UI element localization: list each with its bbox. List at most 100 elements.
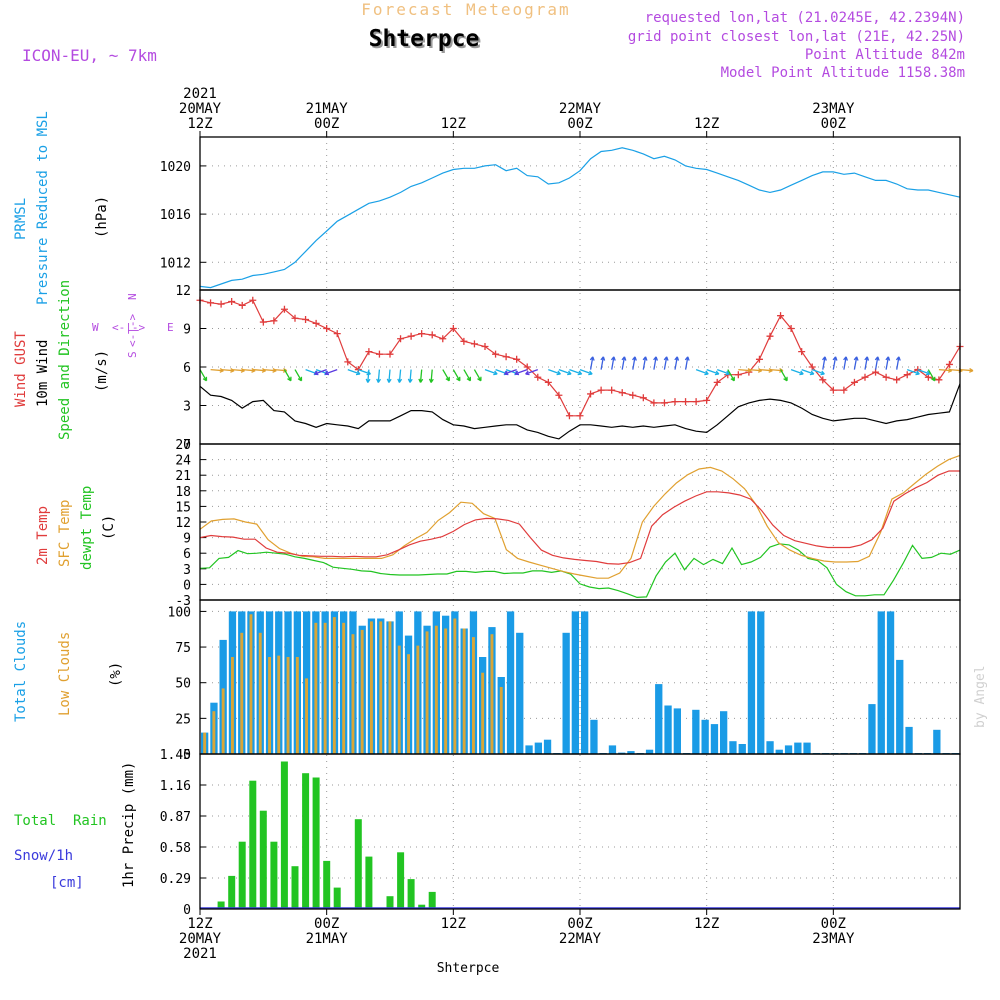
- low-cloud-bar: [323, 622, 327, 754]
- low-cloud-bar: [481, 672, 485, 754]
- pressure-ytick-label: 1016: [160, 208, 191, 223]
- top-time-label: 12Z: [441, 116, 466, 132]
- wind-gust-marker: [439, 335, 447, 343]
- rain-bar: [228, 875, 236, 909]
- wind-arrow: [906, 368, 920, 376]
- wind-arrow: [324, 368, 338, 376]
- total-cloud-bar: [562, 632, 570, 754]
- precip-labels: Total Rain Snow/1h [cm] 1hr Precip (mm): [14, 762, 137, 891]
- wind-gust-marker: [893, 376, 901, 384]
- low-cloud-bar: [332, 617, 336, 754]
- wind-arrows: [199, 356, 974, 383]
- wind-arrow: [832, 356, 838, 370]
- wind-gust-marker: [397, 335, 405, 343]
- wind-gust-marker: [671, 398, 679, 406]
- wind-ytick-label: 6: [183, 361, 191, 376]
- wind-gust-marker: [544, 378, 552, 386]
- total-cloud-bar: [784, 745, 793, 754]
- pressure-panel-frame: [199, 136, 961, 291]
- rain-bar: [407, 879, 415, 909]
- label-speed-direction: Speed and Direction: [57, 280, 73, 440]
- top-time-label: 12Z: [187, 116, 212, 132]
- total-cloud-bar: [645, 749, 654, 754]
- wind-gust-marker: [819, 376, 827, 384]
- low-cloud-bar: [462, 628, 466, 754]
- temp-ytick-label: 9: [183, 532, 191, 547]
- wind-gust-marker: [618, 389, 626, 397]
- total-cloud-bar: [886, 611, 895, 754]
- bottom-time-label: 20MAY: [179, 931, 222, 947]
- rain-bar: [270, 841, 278, 909]
- location-title: Shterpce: [369, 26, 480, 52]
- temp-ytick-label: 6: [183, 547, 191, 562]
- wind-gust-marker: [365, 348, 373, 356]
- total-cloud-bar: [905, 726, 913, 754]
- label-sfc-temp: SFC Temp: [57, 500, 73, 567]
- wind-arrow: [706, 368, 720, 376]
- cloud-ytick-label: 25: [175, 712, 191, 727]
- wind-gust-marker: [323, 325, 331, 332]
- rain-bars: [217, 761, 436, 909]
- low-cloud-bar: [277, 655, 281, 754]
- wind-gust-marker: [692, 398, 700, 406]
- wind-arrow: [864, 356, 870, 370]
- wind-gust-marker: [333, 330, 341, 338]
- cloud-bars: [201, 611, 959, 754]
- low-cloud-bar: [249, 614, 253, 754]
- wind-arrow: [959, 367, 974, 373]
- wind-gust-marker: [872, 368, 880, 376]
- dewpt-temp-line: [199, 543, 961, 599]
- wind-gust-marker: [903, 371, 911, 379]
- wind-gust-marker: [407, 332, 415, 340]
- total-cloud-bar: [516, 632, 524, 754]
- top-time-label: 12Z: [694, 116, 719, 132]
- wind-gust-marker: [629, 391, 637, 399]
- wind-ytick-label: 9: [183, 323, 191, 338]
- temp-labels: 2m Temp SFC Temp dewpt Temp (C): [35, 486, 117, 570]
- wind-labels: Wind GUST 10m Wind Speed and Direction (…: [13, 280, 110, 440]
- wind-arrow: [376, 369, 382, 383]
- cloud-ytick-label: 50: [175, 677, 191, 692]
- label-1hr-precip: 1hr Precip (mm): [121, 762, 137, 888]
- location-shadow: Shterpce: [371, 28, 482, 54]
- wind-gust-marker: [829, 386, 837, 394]
- low-cloud-bar: [240, 632, 244, 754]
- top-time-label: 21MAY: [306, 101, 349, 117]
- wind-gust-marker: [492, 350, 500, 358]
- total-cloud-bar: [794, 742, 802, 754]
- total-cloud-bar: [618, 752, 626, 754]
- low-cloud-bar: [444, 628, 448, 754]
- point-altitude: Point Altitude 842m: [805, 47, 965, 63]
- total-cloud-bar: [747, 611, 756, 754]
- wind-ytick-label: 3: [183, 400, 191, 415]
- total-cloud-bar: [766, 741, 774, 754]
- wind-arrow: [695, 368, 709, 376]
- rain-bar: [302, 773, 310, 909]
- compass-s: S: [126, 351, 139, 358]
- low-cloud-bar: [258, 632, 262, 754]
- wind-arrow: [548, 368, 561, 376]
- wind-gust-marker: [470, 340, 478, 348]
- wind-arrow: [917, 368, 931, 376]
- total-cloud-bar: [655, 684, 663, 754]
- wind-gust-marker: [576, 412, 584, 420]
- precip-ytick-label: 0.29: [160, 872, 191, 887]
- wind-gust-marker: [217, 300, 225, 308]
- cloud-ytick-label: 100: [168, 605, 191, 620]
- wind-arrow: [716, 368, 730, 376]
- total-cloud-bar: [710, 724, 719, 754]
- wind-gust-marker: [798, 348, 806, 356]
- total-cloud-bar: [720, 711, 728, 754]
- wind-arrow: [558, 368, 572, 376]
- wind-arrow: [463, 369, 472, 382]
- rain-bar: [238, 841, 246, 909]
- label-2m-temp: 2m Temp: [35, 506, 51, 565]
- temp-ytick-label: 3: [183, 563, 191, 578]
- label-total-rain: Total Rain: [14, 813, 107, 829]
- wind-gust-marker: [270, 317, 278, 325]
- wind-arrow: [294, 369, 303, 382]
- plot-area: 101210161020036912-303691215182124270255…: [160, 86, 974, 962]
- wind-gust-marker: [502, 353, 510, 361]
